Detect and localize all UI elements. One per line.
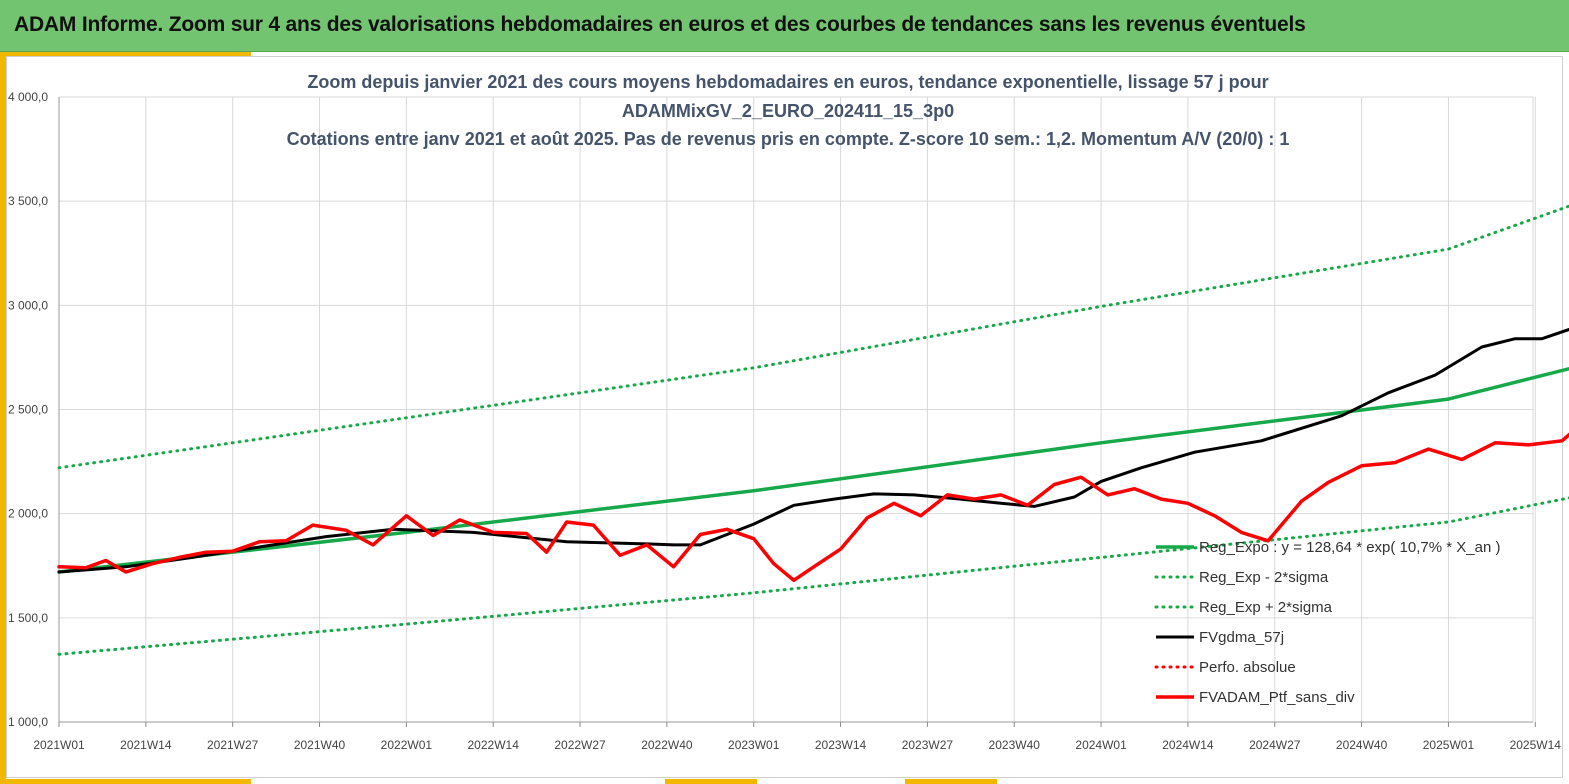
accent-bar-bottom — [6, 779, 251, 784]
x-tick-label: 2025W01 — [1423, 738, 1475, 752]
chart-title-line-2: ADAMMixGV_2_EURO_202411_15_3p0 — [622, 101, 954, 121]
x-tick-label: 2022W40 — [641, 738, 693, 752]
x-tick-label: 2021W27 — [207, 738, 259, 752]
header-banner: ADAM Informe. Zoom sur 4 ans des valoris… — [0, 0, 1569, 52]
series-line-fvadam-ptf-sans-div — [57, 432, 1569, 583]
x-axis: 2021W01 2021W14 2021W27 2021W40 2022W01 2022W… — [33, 721, 1562, 752]
y-tick-label: 3 000,0 — [8, 298, 48, 312]
x-tick-label: 2021W40 — [294, 738, 346, 752]
x-tick-label: 2022W01 — [381, 738, 433, 752]
legend: Reg_Expo : y = 128,64 * exp( 10,7% * X_a… — [1154, 539, 1500, 706]
y-tick-label: 3 500,0 — [8, 194, 48, 208]
legend-label: FVgdma_57j — [1199, 629, 1284, 646]
x-tick-label: 2024W14 — [1162, 738, 1214, 752]
y-tick-label: 1 000,0 — [8, 715, 48, 729]
legend-label: Reg_Expo : y = 128,64 * exp( 10,7% * X_a… — [1199, 539, 1500, 556]
chart-border — [6, 56, 1563, 778]
x-tick-label: 2022W27 — [554, 738, 606, 752]
series-line-fvgdma-57j — [57, 327, 1569, 574]
series-group — [57, 204, 1569, 656]
series-line-reg-expo-y-128-64-exp-10-7-x-an — [57, 366, 1569, 574]
chart-title: Zoom depuis janvier 2021 des cours moyen… — [287, 72, 1290, 149]
x-tick-label: 2021W14 — [120, 738, 172, 752]
legend-label: FVADAM_Ptf_sans_div — [1199, 689, 1355, 706]
x-tick-label: 2023W01 — [728, 738, 780, 752]
accent-bar-bottom — [905, 779, 997, 784]
chart-title-line-3: Cotations entre janv 2021 et août 2025. … — [287, 129, 1290, 149]
x-tick-label: 2023W40 — [989, 738, 1041, 752]
x-tick-label: 2024W01 — [1075, 738, 1127, 752]
chart-title-line-1: Zoom depuis janvier 2021 des cours moyen… — [307, 72, 1268, 92]
legend-label: Perfo. absolue — [1199, 659, 1296, 676]
x-tick-label: 2024W27 — [1249, 738, 1301, 752]
y-axis: 1 000,0 1 500,0 2 000,0 2 500,0 3 000,0 3 500… — [8, 90, 60, 729]
y-tick-label: 4 000,0 — [8, 90, 48, 104]
y-tick-label: 2 000,0 — [8, 507, 48, 521]
banner-title: ADAM Informe. Zoom sur 4 ans des valoris… — [14, 13, 1306, 36]
accent-bar-top — [6, 52, 251, 56]
legend-label: Reg_Exp - 2*sigma — [1199, 569, 1329, 586]
grid — [58, 96, 1536, 723]
accent-bar-left — [0, 52, 6, 784]
x-tick-label: 2023W27 — [902, 738, 954, 752]
x-tick-label: 2021W01 — [33, 738, 85, 752]
y-tick-label: 1 500,0 — [8, 611, 48, 625]
series-line-reg-exp-2-sigma — [57, 204, 1569, 470]
x-tick-label: 2023W14 — [815, 738, 867, 752]
x-tick-label: 2025W14 — [1510, 738, 1562, 752]
x-tick-label: 2022W14 — [468, 738, 520, 752]
accent-bar-bottom — [665, 779, 757, 784]
legend-label: Reg_Exp + 2*sigma — [1199, 599, 1333, 616]
x-tick-label: 2024W40 — [1336, 738, 1388, 752]
y-tick-label: 2 500,0 — [8, 403, 48, 417]
